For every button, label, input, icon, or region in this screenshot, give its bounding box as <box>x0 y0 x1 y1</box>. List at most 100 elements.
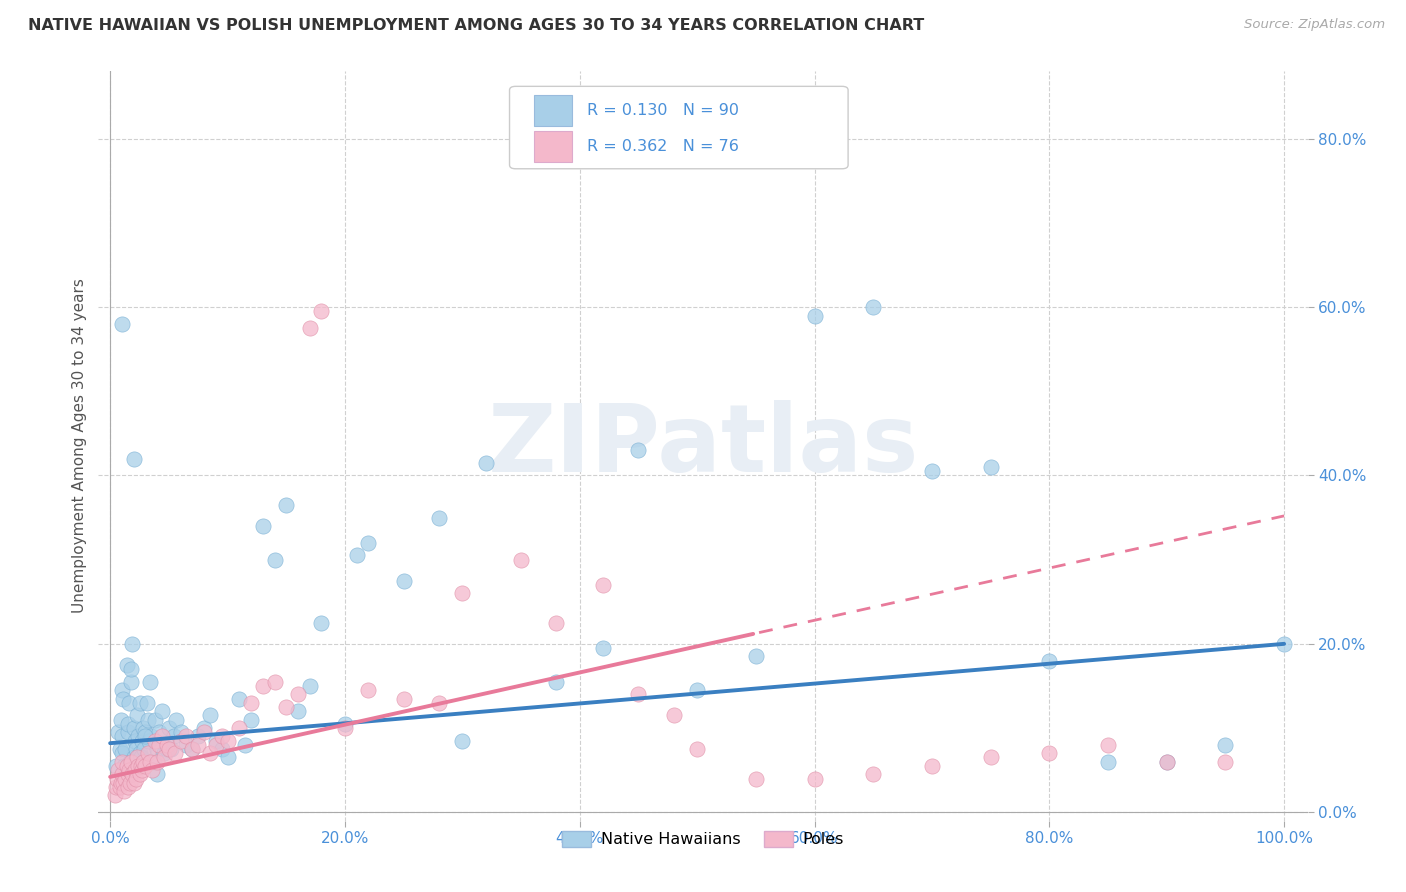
Point <box>132 721 155 735</box>
Point <box>298 321 321 335</box>
Point <box>169 733 191 747</box>
Point <box>204 738 226 752</box>
Point <box>141 763 163 777</box>
Point <box>121 767 143 781</box>
Point <box>392 691 415 706</box>
Point <box>127 750 149 764</box>
Point <box>138 733 160 747</box>
Point <box>181 742 204 756</box>
Point <box>169 725 191 739</box>
Point <box>980 750 1002 764</box>
Point <box>134 725 156 739</box>
Point <box>187 738 209 752</box>
Point <box>1215 755 1237 769</box>
Point <box>155 742 177 756</box>
Point <box>142 755 165 769</box>
Point <box>1038 654 1060 668</box>
Point <box>148 725 170 739</box>
Text: ZIPatlas: ZIPatlas <box>488 400 918 492</box>
Point <box>211 730 233 744</box>
Point <box>181 742 204 756</box>
Point <box>287 687 309 701</box>
Point <box>146 755 169 769</box>
Point <box>333 721 356 735</box>
Point <box>311 615 333 630</box>
Point <box>127 759 149 773</box>
Point <box>141 730 163 744</box>
Point <box>110 776 132 790</box>
Point <box>1215 738 1237 752</box>
Point <box>111 755 134 769</box>
Point <box>111 683 134 698</box>
Point <box>107 725 129 739</box>
Point <box>104 789 127 803</box>
Point <box>592 578 614 592</box>
Point <box>150 730 173 744</box>
Point <box>298 679 321 693</box>
Point <box>122 750 145 764</box>
Point <box>143 713 166 727</box>
Point <box>120 776 142 790</box>
Point <box>118 763 141 777</box>
Point <box>252 519 274 533</box>
Point <box>128 746 150 760</box>
Point <box>111 767 134 781</box>
Point <box>115 759 138 773</box>
Text: NATIVE HAWAIIAN VS POLISH UNEMPLOYMENT AMONG AGES 30 TO 34 YEARS CORRELATION CHA: NATIVE HAWAIIAN VS POLISH UNEMPLOYMENT A… <box>28 18 924 33</box>
Point <box>134 730 156 744</box>
Point <box>134 759 156 773</box>
Point <box>803 309 825 323</box>
Point <box>131 733 153 747</box>
Point <box>357 536 380 550</box>
Point <box>125 742 148 756</box>
Point <box>107 763 129 777</box>
Point <box>134 742 156 756</box>
Point <box>120 674 142 689</box>
Point <box>136 713 159 727</box>
Point <box>510 552 533 566</box>
Point <box>132 755 155 769</box>
Point <box>117 716 139 731</box>
Point <box>120 755 142 769</box>
Point <box>117 780 139 794</box>
Point <box>1038 746 1060 760</box>
Point <box>125 772 148 786</box>
Point <box>1097 755 1119 769</box>
Text: Source: ZipAtlas.com: Source: ZipAtlas.com <box>1244 18 1385 31</box>
Point <box>686 683 709 698</box>
Point <box>311 304 333 318</box>
Point <box>176 738 198 752</box>
Point <box>1156 755 1178 769</box>
Point <box>108 742 131 756</box>
Point <box>120 755 142 769</box>
Point <box>153 746 176 760</box>
Point <box>240 696 263 710</box>
Point <box>111 746 134 760</box>
Point <box>117 725 139 739</box>
Point <box>451 733 474 747</box>
Point <box>148 738 170 752</box>
Point <box>187 730 209 744</box>
Text: R = 0.130   N = 90: R = 0.130 N = 90 <box>586 103 740 119</box>
Point <box>108 780 131 794</box>
Point <box>193 725 215 739</box>
Point <box>114 772 136 786</box>
Point <box>980 460 1002 475</box>
Point <box>136 746 159 760</box>
Point <box>862 300 884 314</box>
Point <box>129 750 152 764</box>
Point <box>333 716 356 731</box>
Point <box>921 464 943 478</box>
Point <box>127 730 149 744</box>
Point <box>160 742 183 756</box>
Point <box>146 742 169 756</box>
Point <box>357 683 380 698</box>
Point <box>117 767 139 781</box>
Point <box>122 721 145 735</box>
Point <box>276 700 298 714</box>
Point <box>627 443 650 458</box>
Point <box>1272 637 1295 651</box>
Point <box>124 733 146 747</box>
Point <box>111 317 134 331</box>
Point <box>110 713 132 727</box>
